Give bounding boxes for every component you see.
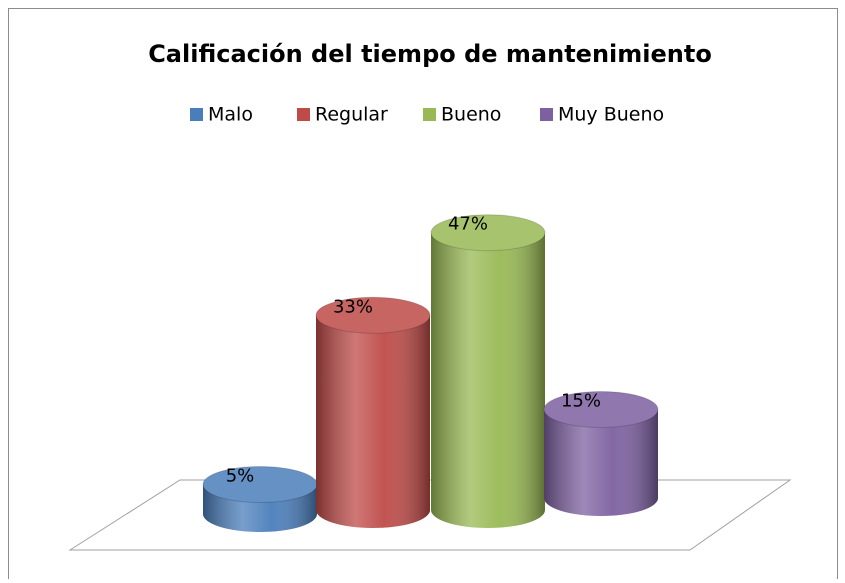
chart-title: Calificación del tiempo de mantenimiento	[148, 40, 712, 68]
legend-label: Muy Bueno	[558, 104, 664, 126]
bar-top-shade	[430, 214, 546, 252]
bar-shade	[431, 232, 545, 528]
bar-top-shade	[202, 466, 318, 503]
bar-top	[316, 297, 430, 334]
legend: Malo Regular Bueno Muy Bueno	[190, 104, 664, 126]
bar-top	[544, 391, 658, 428]
legend-swatch	[540, 108, 553, 121]
bar-top	[431, 214, 545, 251]
bars: 5% 33% 47% 15%	[202, 214, 659, 532]
bar-shade	[316, 315, 430, 528]
bar-top-shade	[543, 391, 659, 428]
legend-label: Malo	[208, 104, 253, 126]
bar-top-shade	[315, 296, 431, 334]
data-label: 15%	[561, 391, 601, 412]
data-label: 47%	[448, 214, 488, 235]
legend-swatch	[423, 108, 436, 121]
legend-swatch	[297, 108, 310, 121]
legend-label: Regular	[315, 104, 388, 126]
legend-label: Bueno	[441, 104, 501, 126]
legend-swatch	[190, 108, 203, 121]
data-label: 33%	[333, 296, 373, 317]
data-label: 5%	[226, 466, 255, 487]
bar-shade	[544, 409, 658, 516]
bar-top	[203, 466, 317, 503]
